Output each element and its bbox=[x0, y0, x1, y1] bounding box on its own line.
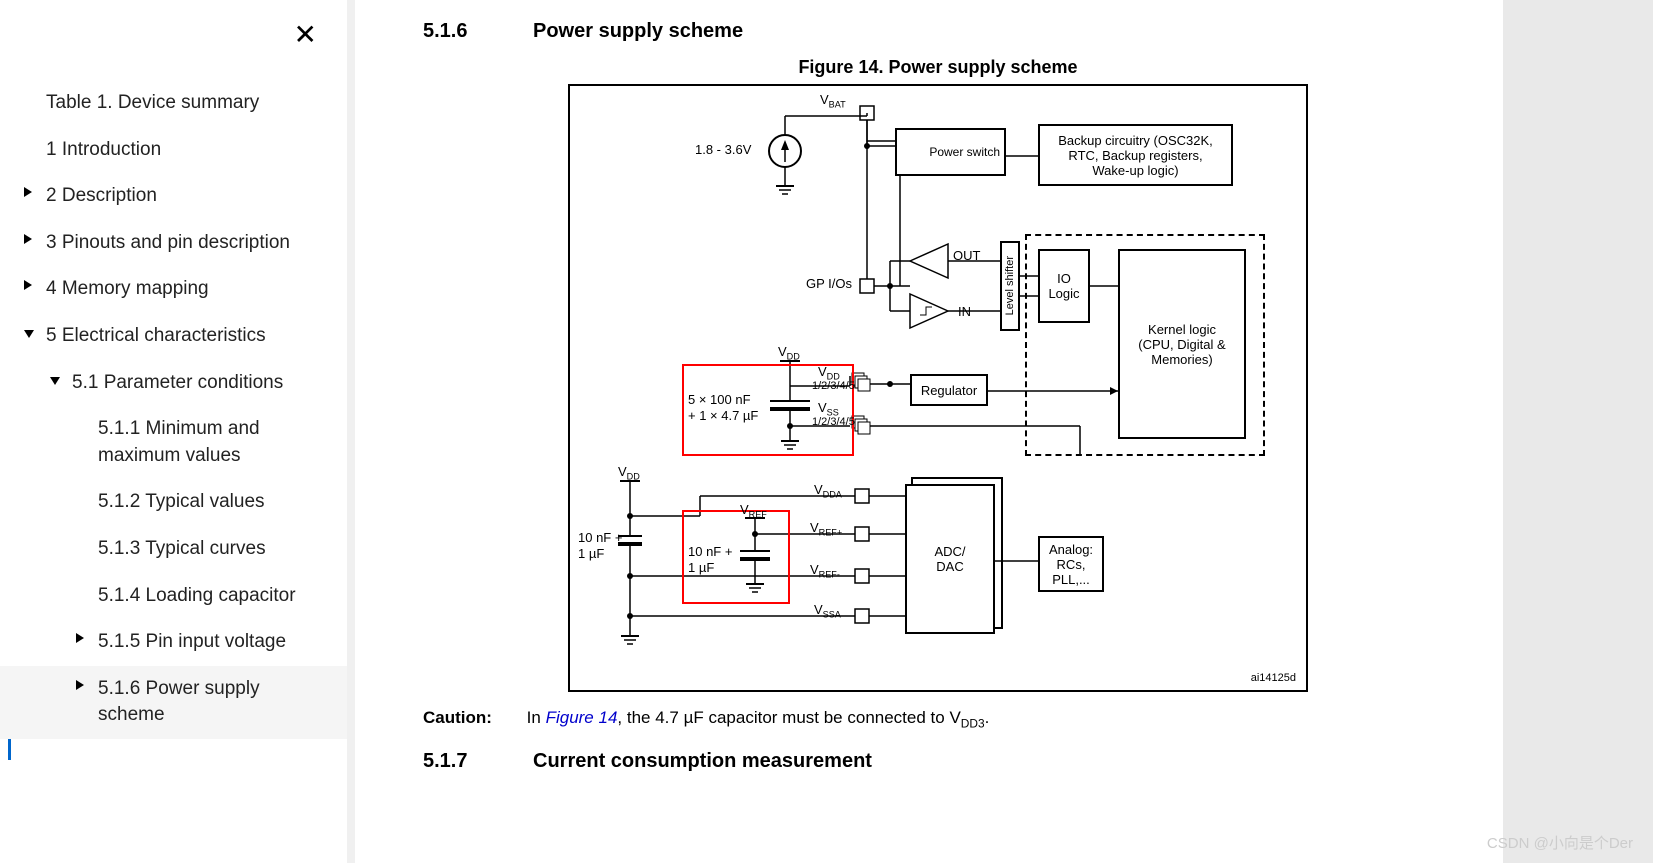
cap2-l1-label: 10 nF + bbox=[578, 530, 622, 545]
toc-item-label: 5 Electrical characteristics bbox=[46, 325, 266, 346]
vdd-frac-label: 1/2/3/4/5 bbox=[812, 380, 855, 392]
toc-item-label: 4 Memory mapping bbox=[46, 278, 209, 299]
figure-link[interactable]: Figure 14 bbox=[546, 708, 618, 727]
expand-arrow-icon bbox=[24, 187, 32, 197]
toc-item[interactable]: 5.1.3 Typical curves bbox=[0, 526, 347, 573]
expand-arrow-icon bbox=[24, 280, 32, 290]
caution-text-mid: , the 4.7 µF capacitor must be connected… bbox=[617, 708, 960, 727]
toc-item-label: 5.1.4 Loading capacitor bbox=[98, 585, 296, 606]
caution-note: Caution: In Figure 14, the 4.7 µF capaci… bbox=[423, 708, 1453, 730]
vss-pin-label: VSS bbox=[818, 400, 839, 418]
toc-item[interactable]: 5.1.6 Power supply scheme bbox=[0, 666, 347, 739]
expand-arrow-icon bbox=[24, 330, 34, 338]
toc-item[interactable]: 5.1.5 Pin input voltage bbox=[0, 619, 347, 666]
vssa-label: VSSA bbox=[814, 602, 841, 620]
cap2-l2-label: 1 µF bbox=[578, 546, 604, 561]
toc-item[interactable]: 5.1.4 Loading capacitor bbox=[0, 573, 347, 620]
backup-l1: Backup circuitry (OSC32K, bbox=[1058, 133, 1213, 148]
adc-box: ADC/ DAC bbox=[905, 484, 995, 634]
expand-arrow-icon bbox=[76, 633, 84, 643]
document-content: 5.1.6 Power supply scheme Figure 14. Pow… bbox=[363, 0, 1503, 863]
toc-item-label: 5.1.3 Typical curves bbox=[98, 538, 266, 559]
toc-item[interactable]: 4 Memory mapping bbox=[0, 266, 347, 313]
toc-item[interactable]: 3 Pinouts and pin description bbox=[0, 220, 347, 267]
next-section-header: 5.1.7 Current consumption measurement bbox=[423, 750, 1453, 773]
expand-arrow-icon bbox=[50, 377, 60, 385]
level-shifter-box: Level shifter bbox=[1000, 241, 1020, 331]
kernel-l2: (CPU, Digital & bbox=[1138, 337, 1225, 352]
watermark: CSDN @小向是个Der bbox=[1487, 832, 1633, 853]
cap1-l2-label: + 1 × 4.7 µF bbox=[688, 408, 758, 423]
toc-item[interactable]: Table 1. Device summary bbox=[0, 80, 347, 127]
toc-item-label: 5.1.6 Power supply scheme bbox=[98, 678, 260, 726]
caution-text-post: . bbox=[985, 708, 990, 727]
vdd-pin-label: VDD bbox=[818, 364, 840, 382]
backup-l2: RTC, Backup registers, bbox=[1068, 148, 1202, 163]
toc-item-label: 5.1.2 Typical values bbox=[98, 491, 265, 512]
cap1-l1-label: 5 × 100 nF bbox=[688, 392, 751, 407]
toc-item[interactable]: 5 Electrical characteristics bbox=[0, 313, 347, 360]
analog-l1: Analog: bbox=[1049, 542, 1093, 557]
vdda-label: VDDA bbox=[814, 482, 842, 500]
toc-item-label: 3 Pinouts and pin description bbox=[46, 232, 290, 253]
power-switch-box: Power switch bbox=[895, 128, 1006, 176]
adc-l1: ADC/ bbox=[934, 544, 965, 559]
toc-item[interactable]: 5.1.2 Typical values bbox=[0, 479, 347, 526]
toc-item-label: 5.1.1 Minimum and maximum values bbox=[98, 418, 260, 466]
close-icon[interactable]: ✕ bbox=[294, 18, 317, 51]
voltage-range-label: 1.8 - 3.6V bbox=[695, 142, 751, 157]
analog-l2: RCs, bbox=[1057, 557, 1086, 572]
vrefp-label: VREF+ bbox=[810, 520, 842, 538]
toc-sidebar: ✕ Table 1. Device summary 1 Introduction 2… bbox=[0, 0, 355, 863]
vrefm-label: VREF- bbox=[810, 562, 840, 580]
regulator-box: Regulator bbox=[910, 374, 988, 406]
vdd-top-label: VDD bbox=[778, 344, 800, 362]
toc-list: Table 1. Device summary 1 Introduction 2 D… bbox=[0, 80, 347, 739]
caution-text-pre: In bbox=[527, 708, 546, 727]
toc-item-label: 1 Introduction bbox=[46, 139, 161, 160]
toc-item-label: 5.1.5 Pin input voltage bbox=[98, 631, 286, 652]
level-shifter-label: Level shifter bbox=[1004, 256, 1016, 315]
figure-title: Figure 14. Power supply scheme bbox=[423, 57, 1453, 78]
regulator-label: Regulator bbox=[921, 383, 977, 398]
toc-item[interactable]: 5.1.1 Minimum and maximum values bbox=[0, 406, 347, 479]
section-header: 5.1.6 Power supply scheme bbox=[423, 20, 1453, 43]
figure-id-label: ai14125d bbox=[1251, 672, 1296, 684]
right-margin bbox=[1503, 0, 1653, 863]
toc-item-label: Table 1. Device summary bbox=[46, 92, 259, 113]
kernel-l1: Kernel logic bbox=[1148, 322, 1216, 337]
in-label: IN bbox=[958, 304, 971, 319]
figure-diagram: Power switch Backup circuitry (OSC32K, R… bbox=[568, 84, 1308, 692]
vbat-label: VBAT bbox=[820, 92, 846, 110]
backup-box: Backup circuitry (OSC32K, RTC, Backup re… bbox=[1038, 124, 1233, 186]
toc-item[interactable]: 5.1 Parameter conditions bbox=[0, 360, 347, 407]
kernel-box: Kernel logic (CPU, Digital & Memories) bbox=[1118, 249, 1246, 439]
vref-top-label: VREF bbox=[740, 502, 767, 520]
backup-l3: Wake-up logic) bbox=[1092, 163, 1178, 178]
adc-l2: DAC bbox=[936, 559, 963, 574]
toc-item[interactable]: 2 Description bbox=[0, 173, 347, 220]
kernel-l3: Memories) bbox=[1151, 352, 1212, 367]
analog-l3: PLL,... bbox=[1052, 572, 1090, 587]
toc-item-label: 2 Description bbox=[46, 185, 157, 206]
vss-frac-label: 1/2/3/4/5 bbox=[812, 416, 855, 428]
power-switch-label: Power switch bbox=[929, 145, 1000, 159]
next-section-title: Current consumption measurement bbox=[533, 750, 872, 773]
caution-label: Caution: bbox=[423, 708, 492, 727]
next-section-number: 5.1.7 bbox=[423, 750, 533, 773]
toc-item-label: 5.1 Parameter conditions bbox=[72, 372, 283, 393]
expand-arrow-icon bbox=[24, 234, 32, 244]
out-label: OUT bbox=[953, 248, 980, 263]
section-number: 5.1.6 bbox=[423, 20, 533, 43]
vdd-left-label: VDD bbox=[618, 464, 640, 482]
caution-sub: DD3 bbox=[961, 716, 985, 730]
section-title: Power supply scheme bbox=[533, 20, 743, 43]
gpio-label: GP I/Os bbox=[806, 276, 852, 291]
toc-item[interactable]: 1 Introduction bbox=[0, 127, 347, 174]
cap3-l2-label: 1 µF bbox=[688, 560, 714, 575]
expand-arrow-icon bbox=[76, 680, 84, 690]
cap3-l1-label: 10 nF + bbox=[688, 544, 732, 559]
analog-box: Analog: RCs, PLL,... bbox=[1038, 536, 1104, 592]
